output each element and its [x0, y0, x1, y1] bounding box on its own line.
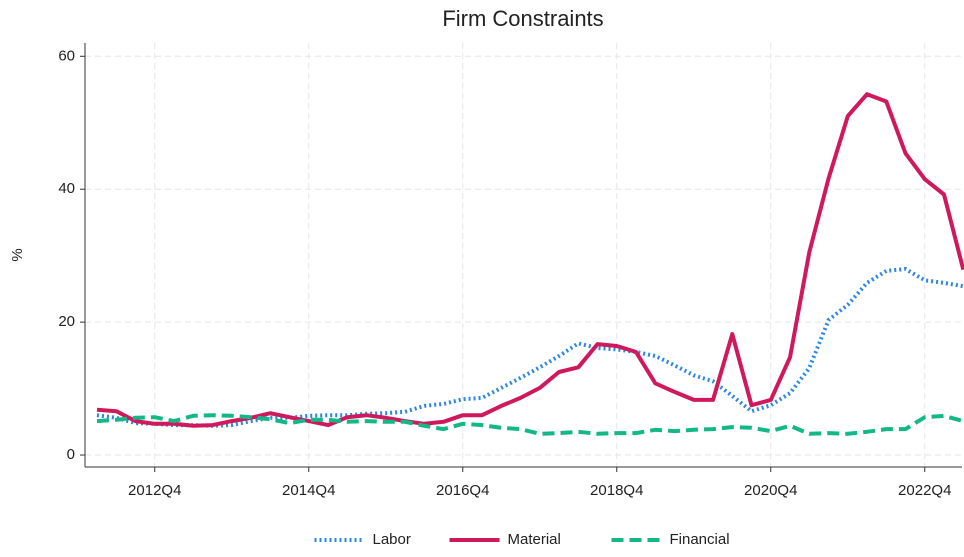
chart-title: Firm Constraints: [442, 6, 603, 31]
line-series: [96, 92, 964, 428]
x-tick-label: 2012Q4: [128, 482, 181, 499]
x-tick-label: 2014Q4: [282, 482, 335, 499]
y-axis-label: %: [9, 248, 26, 261]
x-tick-label: 2020Q4: [744, 482, 797, 499]
y-tick-label: 0: [67, 446, 75, 463]
x-tick-label: 2018Q4: [590, 482, 643, 499]
y-tick-label: 60: [58, 47, 75, 64]
line-series: [96, 413, 964, 436]
line-series: [96, 267, 964, 428]
plot-area: [85, 43, 964, 467]
y-tick-label: 40: [58, 180, 75, 197]
legend-label: Financial: [670, 531, 730, 548]
x-tick-label: 2016Q4: [436, 482, 489, 499]
legend-label: Material: [508, 531, 561, 548]
y-tick-label: 20: [58, 313, 75, 330]
legend-label: Labor: [373, 531, 411, 548]
x-tick-label: 2022Q4: [898, 482, 951, 499]
